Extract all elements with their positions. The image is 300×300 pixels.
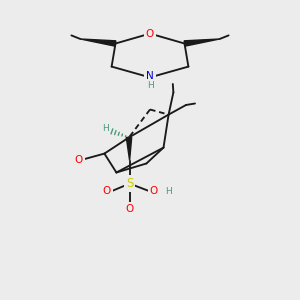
- Text: O: O: [125, 204, 134, 214]
- Text: H: H: [147, 81, 153, 90]
- Text: O: O: [146, 28, 154, 39]
- Text: H: H: [103, 124, 109, 133]
- Text: O: O: [103, 186, 111, 197]
- Text: O: O: [75, 154, 83, 165]
- Text: H: H: [165, 187, 171, 196]
- Polygon shape: [80, 39, 116, 46]
- Text: N: N: [146, 71, 154, 81]
- Text: S: S: [126, 177, 133, 190]
- Polygon shape: [184, 39, 220, 46]
- Text: O: O: [149, 186, 158, 197]
- Polygon shape: [126, 137, 132, 160]
